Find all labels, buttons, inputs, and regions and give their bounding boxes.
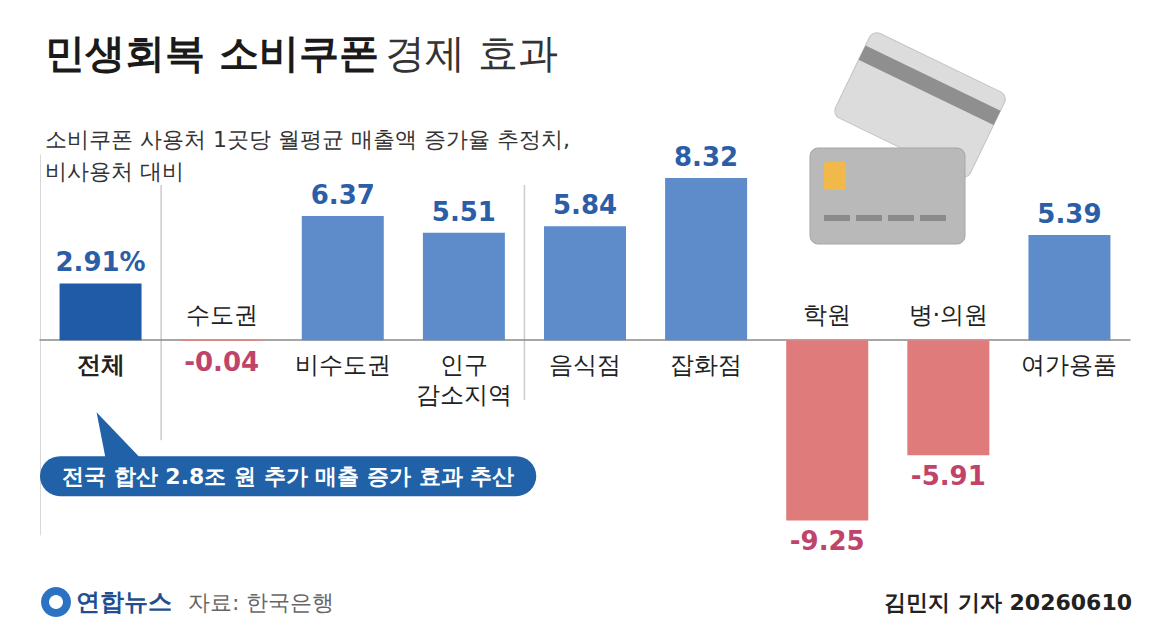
svg-text:2.91%: 2.91%: [55, 247, 145, 277]
svg-text:전체: 전체: [77, 351, 125, 379]
svg-text:소비쿠폰 사용처 1곳당 월평균 매출액 증가율 추정치,: 소비쿠폰 사용처 1곳당 월평균 매출액 증가율 추정치,: [45, 127, 570, 152]
svg-text:비사용처 대비: 비사용처 대비: [45, 159, 184, 184]
svg-text:음식점: 음식점: [549, 351, 621, 379]
svg-text:-0.04: -0.04: [184, 347, 259, 377]
svg-text:전국 합산 2.8조 원 추가 매출 증가 효과 추산: 전국 합산 2.8조 원 추가 매출 증가 효과 추산: [62, 464, 514, 489]
svg-text:여가용품: 여가용품: [1021, 351, 1117, 379]
svg-text:-9.25: -9.25: [790, 526, 865, 556]
svg-text:-5.91: -5.91: [911, 461, 986, 491]
svg-text:수도권: 수도권: [186, 301, 258, 329]
svg-text:병·의원: 병·의원: [909, 301, 989, 329]
svg-text:5.39: 5.39: [1037, 199, 1101, 229]
svg-text:잡화점: 잡화점: [670, 351, 742, 379]
svg-text:김민지 기자 20260610: 김민지 기자 20260610: [884, 590, 1132, 615]
svg-text:인구: 인구: [440, 351, 488, 379]
svg-text:감소지역: 감소지역: [416, 381, 512, 409]
svg-text:자료: 한국은행: 자료: 한국은행: [188, 590, 334, 615]
svg-text:학원: 학원: [803, 301, 851, 329]
svg-text:6.37: 6.37: [311, 180, 375, 210]
svg-text:경제 효과: 경제 효과: [385, 30, 558, 76]
svg-text:민생회복 소비쿠폰: 민생회복 소비쿠폰: [45, 30, 379, 76]
svg-text:연합뉴스: 연합뉴스: [76, 588, 172, 616]
svg-text:5.51: 5.51: [432, 197, 496, 227]
svg-text:5.84: 5.84: [553, 190, 617, 220]
svg-text:비수도권: 비수도권: [295, 351, 391, 379]
svg-text:8.32: 8.32: [674, 142, 738, 172]
